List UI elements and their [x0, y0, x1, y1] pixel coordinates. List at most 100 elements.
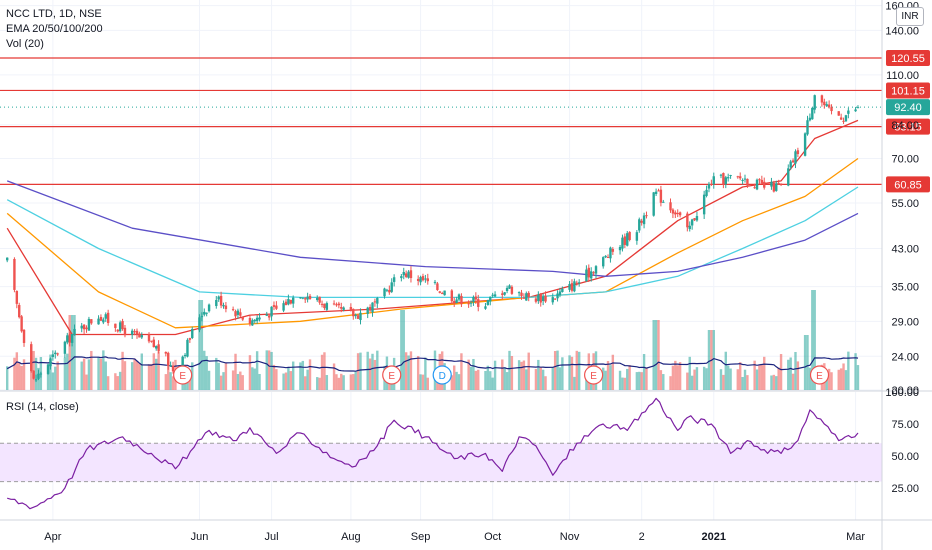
candle-body [839, 117, 843, 120]
volume-bar [645, 367, 648, 390]
y-tick-label: 43.00 [891, 244, 919, 256]
candle-body [486, 300, 490, 305]
candle-body [20, 316, 23, 332]
candle-body [474, 296, 478, 300]
candle-body [537, 294, 540, 301]
volume-bar [234, 353, 237, 390]
volume-bar [404, 352, 408, 390]
candle-body [558, 291, 562, 296]
volume-bar [171, 376, 175, 390]
event-label: E [590, 371, 597, 382]
candle-body [534, 298, 538, 302]
candle-body [402, 272, 405, 276]
volume-bar [340, 373, 343, 390]
volume-bar [568, 355, 571, 390]
volume-bar [837, 369, 840, 390]
candle-body [217, 296, 220, 300]
volume-bar [306, 369, 309, 390]
candle-body [118, 322, 122, 332]
volume-bar [114, 373, 117, 390]
volume-bar [376, 350, 379, 390]
candle-body [373, 301, 377, 303]
volume-bar [702, 366, 706, 390]
volume-bar [541, 369, 545, 390]
grid [0, 0, 882, 520]
legend-ema[interactable]: EMA 20/50/100/200 [6, 23, 103, 35]
volume-bar [104, 361, 107, 390]
candle-body [693, 218, 696, 221]
volume-bar [155, 358, 158, 390]
volume-bar [772, 374, 776, 390]
candle-body [248, 318, 252, 324]
x-tick-label: 2 [639, 531, 645, 543]
x-tick-label: Aug [341, 531, 361, 543]
volume-bar [662, 374, 665, 390]
candle-body [150, 340, 153, 342]
volume-bar [215, 357, 218, 390]
event-marker[interactable]: E [584, 365, 604, 385]
volume-bar [787, 359, 790, 390]
y-tick-label: 110.00 [886, 70, 919, 82]
event-marker[interactable]: E [809, 365, 830, 385]
volume-bar [505, 372, 509, 390]
volume-bar [676, 365, 679, 390]
volume-bar [577, 351, 581, 390]
volume-bar [779, 354, 783, 390]
volume-bar [284, 372, 288, 390]
volume-bar [503, 367, 506, 390]
legend-rsi[interactable]: RSI (14, close) [6, 401, 79, 413]
volume-bar [140, 353, 143, 390]
candle-body [231, 309, 235, 311]
volume-bar [813, 290, 816, 390]
candle-body [856, 107, 860, 109]
event-marker[interactable]: E [382, 365, 402, 385]
candle-body [171, 365, 175, 372]
volume-bar [400, 310, 403, 390]
candle-body [426, 278, 429, 282]
volume-bar [222, 372, 225, 390]
candle-body [169, 365, 172, 367]
volume-bar [207, 370, 211, 390]
x-tick-label: Mar [846, 531, 865, 543]
candle-body [729, 175, 732, 177]
volume-bar [205, 356, 208, 390]
candle-body [207, 304, 211, 312]
event-marker[interactable]: E [173, 365, 193, 385]
candle-body [695, 216, 699, 221]
candle-body [164, 351, 168, 354]
candle-body [325, 303, 329, 310]
volume-bar [609, 365, 612, 390]
volume-bar [669, 376, 672, 390]
volume-bar [806, 335, 809, 390]
volume-bar [97, 357, 100, 390]
candle-body [577, 282, 581, 284]
candle-body [200, 316, 204, 318]
candle-body [383, 288, 386, 297]
candle-body [289, 299, 292, 304]
candle-body [825, 104, 828, 107]
candle-body [424, 278, 427, 280]
volume-bar [844, 370, 848, 390]
candle-body [340, 306, 343, 309]
volume-bar [366, 351, 369, 390]
volume-bar [517, 360, 521, 390]
candle-body [138, 333, 141, 338]
volume-bar [90, 350, 93, 390]
legend-volume[interactable]: Vol (20) [6, 38, 44, 50]
candle-body [690, 219, 694, 226]
volume-bar [686, 372, 689, 390]
legend-symbol[interactable]: NCC LTD, 1D, NSE [6, 8, 102, 20]
candle-body [121, 321, 124, 330]
x-tick-label: Apr [44, 531, 61, 543]
candle-body [318, 296, 321, 303]
event-marker[interactable]: D [432, 365, 452, 385]
volume-bar [712, 330, 715, 390]
volume-bar [671, 365, 675, 390]
event-circle [584, 365, 604, 385]
volume-bar [534, 368, 538, 390]
candle-body [46, 364, 50, 374]
volume-bar [652, 320, 655, 390]
currency-badge[interactable]: INR [896, 7, 924, 26]
